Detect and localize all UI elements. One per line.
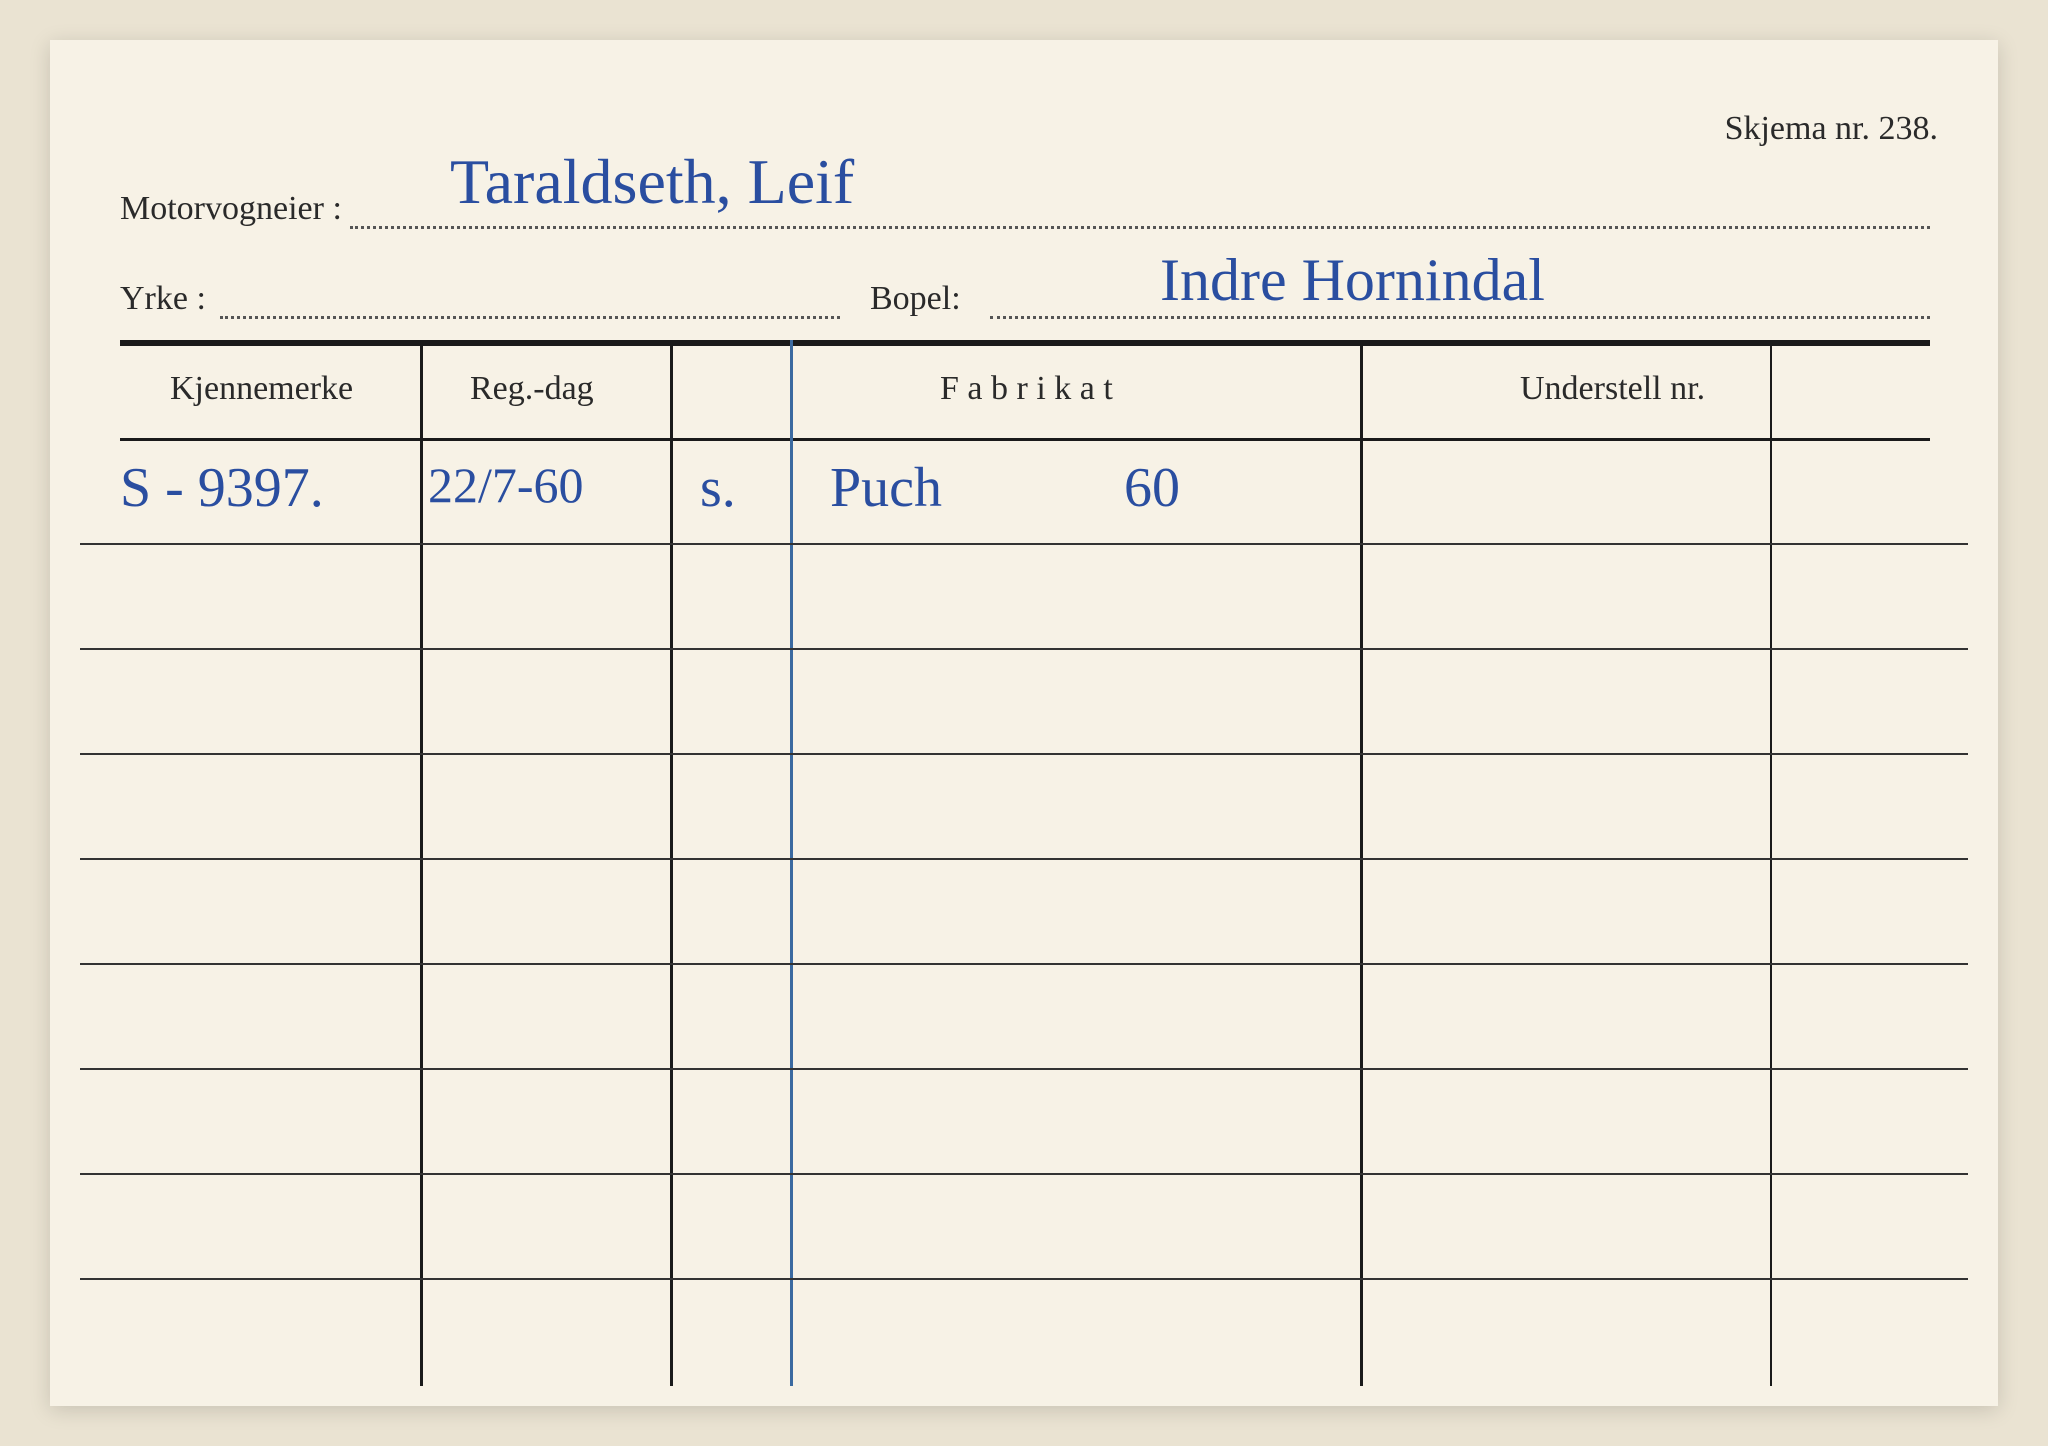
- col-rule-3-blue: [790, 340, 793, 1386]
- label-bopel: Bopel:: [870, 280, 961, 318]
- col-header-kjennemerke: Kjennemerke: [170, 370, 353, 408]
- row-rule: [80, 963, 1968, 965]
- row-rule: [80, 543, 1968, 545]
- label-yrke: Yrke :: [120, 280, 206, 318]
- dotted-line-motorvogneier: [350, 226, 1930, 229]
- dotted-line-yrke: [220, 316, 840, 319]
- dotted-line-bopel: [990, 316, 1930, 319]
- value-bopel: Indre Hornindal: [1160, 250, 1545, 310]
- row-rule: [80, 1173, 1968, 1175]
- value-motorvogneier: Taraldseth, Leif: [450, 150, 854, 214]
- row-0-kjennemerke: S - 9397.: [120, 460, 324, 516]
- row-rule: [80, 1068, 1968, 1070]
- col-rule-5: [1770, 346, 1772, 1386]
- row-rule: [80, 753, 1968, 755]
- row-rule: [80, 648, 1968, 650]
- col-rule-1: [420, 346, 423, 1386]
- card-content: Skjema nr. 238. Motorvogneier : Yrke : B…: [50, 40, 1998, 1406]
- row-0-col3: s.: [700, 460, 736, 516]
- col-header-understell: Understell nr.: [1520, 370, 1705, 408]
- col-rule-4: [1360, 346, 1363, 1386]
- row-rule: [80, 858, 1968, 860]
- col-rule-2: [670, 346, 673, 1386]
- index-card: Skjema nr. 238. Motorvogneier : Yrke : B…: [50, 40, 1998, 1406]
- form-number: Skjema nr. 238.: [1725, 110, 1938, 148]
- col-header-reg-dag: Reg.-dag: [470, 370, 594, 408]
- table-top-rule: [120, 340, 1930, 346]
- table-header-bottom-rule: [120, 438, 1930, 441]
- row-rule: [80, 1278, 1968, 1280]
- label-motorvogneier: Motorvogneier :: [120, 190, 342, 228]
- row-0-fabrikat: Puch 60: [830, 460, 1180, 516]
- row-0-reg-dag: 22/7-60: [428, 460, 584, 510]
- col-header-fabrikat: F a b r i k a t: [940, 370, 1113, 408]
